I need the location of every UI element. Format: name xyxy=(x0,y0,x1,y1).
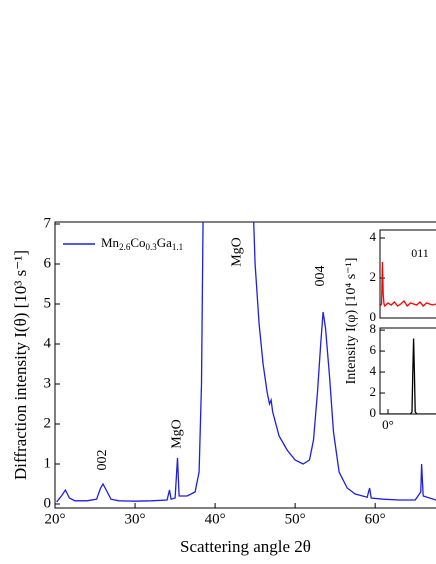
y-axis-label: Diffraction intensity I(θ) [10³ s⁻¹] xyxy=(11,250,30,480)
data-line xyxy=(380,338,436,414)
annotation: 004 xyxy=(313,266,328,287)
y-tick-label: 2 xyxy=(44,415,52,431)
y-tick-label: 8 xyxy=(370,321,377,336)
y-tick-label: 0 xyxy=(370,405,377,420)
x-tick-label: 20° xyxy=(45,511,66,527)
y-tick-label: 0 xyxy=(44,495,52,511)
y-axis-label: Intensity I(φ) [10⁴ s⁻¹] xyxy=(344,258,359,385)
axes-frame xyxy=(379,229,436,319)
data-line xyxy=(380,261,436,308)
plot-area xyxy=(380,261,436,308)
x-tick-label: 0° xyxy=(382,417,394,432)
axes-frame xyxy=(379,327,436,415)
axes-frame xyxy=(54,221,436,509)
x-axis-label: Scattering angle 2θ xyxy=(180,537,311,556)
y-tick-label: 4 xyxy=(370,229,377,244)
x-tick-label: 60° xyxy=(365,511,386,527)
y-tick-label: 5 xyxy=(44,295,52,311)
y-tick-label: 6 xyxy=(44,255,52,271)
annotation: MgO xyxy=(230,237,245,267)
legend-label: Mn2.6Co0.3Ga1.1 xyxy=(101,235,183,252)
x-tick-label: 40° xyxy=(205,511,226,527)
x-tick-label: 30° xyxy=(125,511,146,527)
y-tick-label: 0 xyxy=(370,309,377,324)
annotation: MgO xyxy=(170,419,185,449)
x-tick-label: 50° xyxy=(285,511,306,527)
y-tick-label: 4 xyxy=(370,363,377,378)
y-tick-label: 2 xyxy=(370,269,377,284)
y-tick-label: 3 xyxy=(44,375,52,391)
y-tick-label: 2 xyxy=(370,384,377,399)
plot-area xyxy=(380,338,436,414)
y-tick-label: 4 xyxy=(44,335,52,351)
y-tick-label: 6 xyxy=(370,342,377,357)
annotation: 002 xyxy=(95,450,110,471)
plot-area xyxy=(56,222,436,503)
annotation: 011 xyxy=(411,246,429,260)
y-tick-label: 1 xyxy=(44,455,52,471)
y-tick-label: 7 xyxy=(44,215,52,231)
data-line xyxy=(56,222,436,503)
